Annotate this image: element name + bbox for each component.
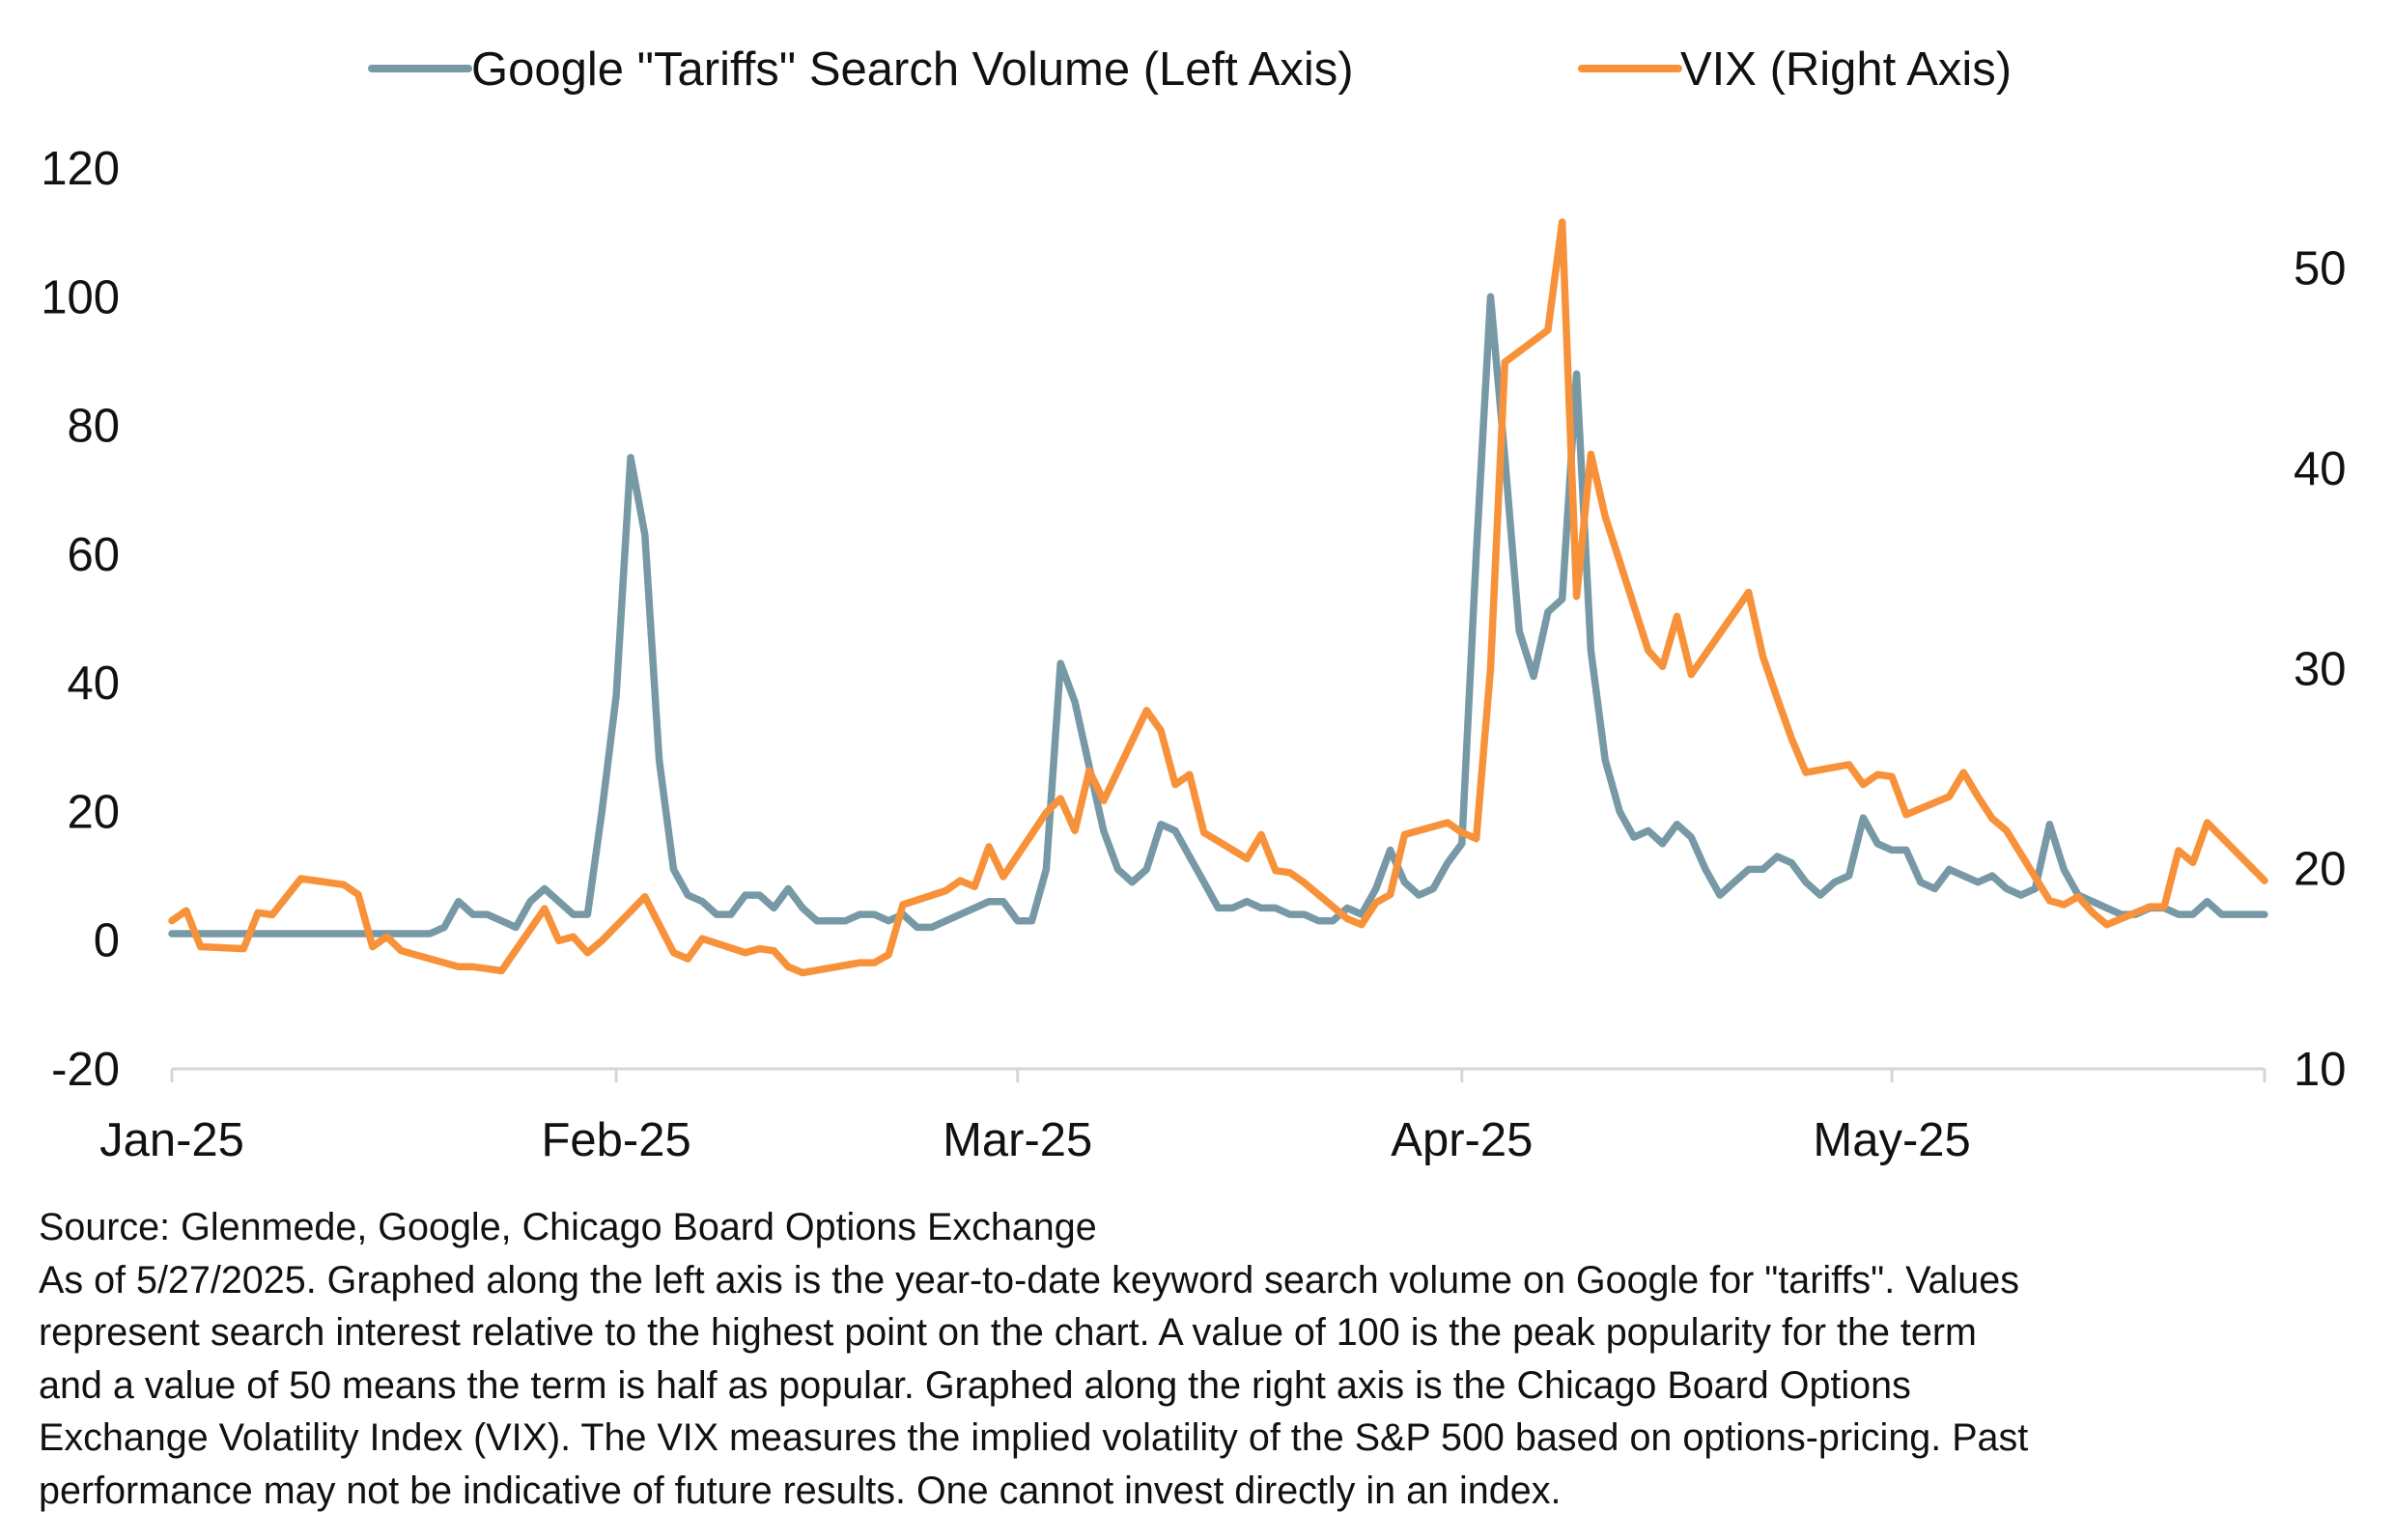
left-tick-label: 60 (67, 529, 120, 581)
x-tick-label: Mar-25 (943, 1114, 1092, 1166)
left-tick-label: 100 (41, 271, 120, 323)
right-tick-label: 20 (2294, 844, 2347, 896)
x-axis-ticks: Jan-25 Feb-25 Mar-25 Apr-25 May-25 (99, 1069, 2266, 1166)
legend-label-search-volume: Google "Tariffs" Search Volume (Left Axi… (471, 43, 1354, 96)
x-tick-label: Apr-25 (1391, 1114, 1533, 1166)
legend-label-vix: VIX (Right Axis) (1680, 43, 2012, 96)
vix-line (168, 218, 2268, 977)
footnote-line: As of 5/27/2025. Graphed along the left … (39, 1258, 2019, 1302)
footnote-line: performance may not be indicative of fut… (39, 1469, 1562, 1512)
footnote-line: and a value of 50 means the term is half… (39, 1363, 1911, 1407)
x-tick-label: Feb-25 (541, 1114, 690, 1166)
x-tick-label: May-25 (1813, 1114, 1970, 1166)
right-tick-label: 40 (2294, 443, 2347, 495)
right-tick-label: 10 (2294, 1044, 2347, 1096)
footnote-line: represent search interest relative to th… (39, 1311, 1977, 1354)
left-tick-label: -20 (51, 1044, 120, 1096)
right-axis-ticks: 10 20 30 40 50 (2294, 243, 2347, 1096)
left-tick-label: 20 (67, 786, 120, 838)
right-tick-label: 50 (2294, 243, 2347, 295)
left-tick-label: 80 (67, 401, 120, 453)
series-lines (168, 218, 2268, 977)
footnote-line: Exchange Volatility Index (VIX). The VIX… (39, 1416, 2029, 1459)
left-tick-label: 120 (41, 143, 120, 195)
search-volume-line (168, 293, 2268, 938)
source-line: Source: Glenmede, Google, Chicago Board … (39, 1206, 1097, 1248)
x-tick-label: Jan-25 (99, 1114, 244, 1166)
footnote: Source: Glenmede, Google, Chicago Board … (39, 1201, 2376, 1517)
left-axis-ticks: -20 0 20 40 60 80 100 120 (41, 143, 120, 1096)
left-tick-label: 0 (94, 915, 120, 967)
legend: Google "Tariffs" Search Volume (Left Axi… (368, 43, 2012, 96)
left-tick-label: 40 (67, 658, 120, 710)
right-tick-label: 30 (2294, 643, 2347, 695)
